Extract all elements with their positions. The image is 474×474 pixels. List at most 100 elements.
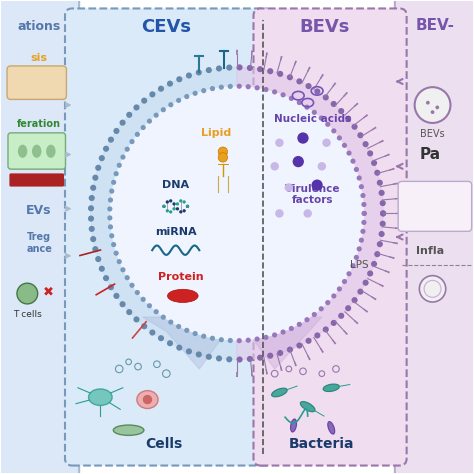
Circle shape bbox=[304, 317, 310, 322]
Circle shape bbox=[89, 226, 95, 232]
Circle shape bbox=[272, 332, 277, 337]
Circle shape bbox=[108, 224, 113, 229]
Circle shape bbox=[277, 350, 283, 356]
FancyBboxPatch shape bbox=[0, 0, 79, 474]
Circle shape bbox=[346, 151, 352, 155]
Circle shape bbox=[367, 150, 373, 156]
Ellipse shape bbox=[301, 401, 315, 412]
Circle shape bbox=[108, 284, 114, 290]
Circle shape bbox=[247, 65, 253, 71]
Circle shape bbox=[89, 195, 95, 201]
Circle shape bbox=[338, 108, 344, 114]
Circle shape bbox=[228, 84, 233, 89]
Circle shape bbox=[380, 210, 386, 217]
FancyBboxPatch shape bbox=[398, 182, 472, 231]
Circle shape bbox=[325, 122, 330, 127]
Text: Co: Co bbox=[428, 201, 442, 211]
Text: Treg
ance: Treg ance bbox=[26, 232, 52, 254]
Text: BEVs: BEVs bbox=[420, 128, 445, 138]
Circle shape bbox=[257, 355, 263, 361]
Circle shape bbox=[166, 201, 169, 204]
Text: miRNA: miRNA bbox=[155, 228, 197, 237]
Circle shape bbox=[88, 205, 94, 211]
Circle shape bbox=[377, 180, 383, 186]
Circle shape bbox=[345, 305, 351, 311]
Circle shape bbox=[88, 216, 94, 222]
Circle shape bbox=[296, 342, 302, 348]
Text: BEV-: BEV- bbox=[415, 18, 455, 33]
Circle shape bbox=[206, 354, 212, 360]
FancyBboxPatch shape bbox=[9, 173, 64, 187]
Circle shape bbox=[186, 205, 189, 208]
Text: EVs: EVs bbox=[27, 204, 52, 217]
Circle shape bbox=[361, 202, 366, 207]
Circle shape bbox=[359, 184, 364, 189]
Circle shape bbox=[360, 229, 365, 234]
Circle shape bbox=[162, 205, 165, 208]
Circle shape bbox=[264, 87, 269, 92]
Circle shape bbox=[325, 300, 330, 305]
Circle shape bbox=[380, 210, 386, 217]
Text: BEVs: BEVs bbox=[299, 18, 349, 36]
Circle shape bbox=[196, 351, 202, 357]
Circle shape bbox=[350, 158, 356, 164]
Circle shape bbox=[271, 162, 279, 171]
Circle shape bbox=[126, 112, 132, 118]
Circle shape bbox=[359, 237, 364, 243]
Circle shape bbox=[120, 267, 126, 273]
Circle shape bbox=[176, 345, 182, 351]
Circle shape bbox=[237, 83, 242, 89]
Circle shape bbox=[113, 128, 119, 134]
Circle shape bbox=[169, 199, 173, 202]
Circle shape bbox=[337, 136, 342, 140]
Circle shape bbox=[186, 348, 192, 355]
Circle shape bbox=[141, 297, 146, 302]
FancyArrowPatch shape bbox=[65, 207, 70, 211]
Circle shape bbox=[342, 143, 347, 148]
Circle shape bbox=[379, 231, 385, 237]
Circle shape bbox=[331, 320, 337, 326]
Circle shape bbox=[277, 71, 283, 77]
Circle shape bbox=[149, 91, 155, 98]
FancyBboxPatch shape bbox=[8, 133, 65, 169]
Ellipse shape bbox=[323, 384, 339, 392]
Circle shape bbox=[226, 356, 232, 363]
Circle shape bbox=[117, 259, 122, 264]
Circle shape bbox=[117, 163, 122, 168]
Circle shape bbox=[350, 263, 356, 268]
Circle shape bbox=[323, 327, 329, 333]
Circle shape bbox=[218, 153, 228, 162]
Circle shape bbox=[246, 84, 251, 89]
Ellipse shape bbox=[291, 419, 297, 432]
Circle shape bbox=[312, 110, 317, 115]
Circle shape bbox=[133, 316, 139, 322]
Text: feration: feration bbox=[17, 119, 61, 129]
Circle shape bbox=[264, 335, 269, 340]
Circle shape bbox=[314, 88, 320, 94]
FancyBboxPatch shape bbox=[65, 9, 273, 465]
Circle shape bbox=[318, 162, 326, 171]
FancyArrowPatch shape bbox=[65, 254, 70, 258]
Ellipse shape bbox=[89, 389, 112, 405]
Circle shape bbox=[173, 202, 176, 206]
Circle shape bbox=[362, 211, 367, 216]
Circle shape bbox=[426, 101, 430, 105]
Circle shape bbox=[176, 76, 182, 82]
Circle shape bbox=[305, 83, 311, 89]
Circle shape bbox=[168, 319, 173, 325]
Circle shape bbox=[297, 322, 302, 327]
Circle shape bbox=[255, 337, 260, 342]
Circle shape bbox=[352, 297, 358, 303]
Circle shape bbox=[176, 202, 179, 206]
Circle shape bbox=[129, 139, 135, 144]
Polygon shape bbox=[237, 67, 383, 359]
Circle shape bbox=[107, 206, 112, 211]
Circle shape bbox=[111, 242, 116, 247]
Circle shape bbox=[275, 209, 283, 218]
Circle shape bbox=[357, 289, 364, 295]
Circle shape bbox=[154, 309, 159, 314]
Circle shape bbox=[331, 101, 337, 107]
Circle shape bbox=[419, 276, 446, 302]
Circle shape bbox=[92, 246, 99, 252]
Circle shape bbox=[158, 86, 164, 92]
